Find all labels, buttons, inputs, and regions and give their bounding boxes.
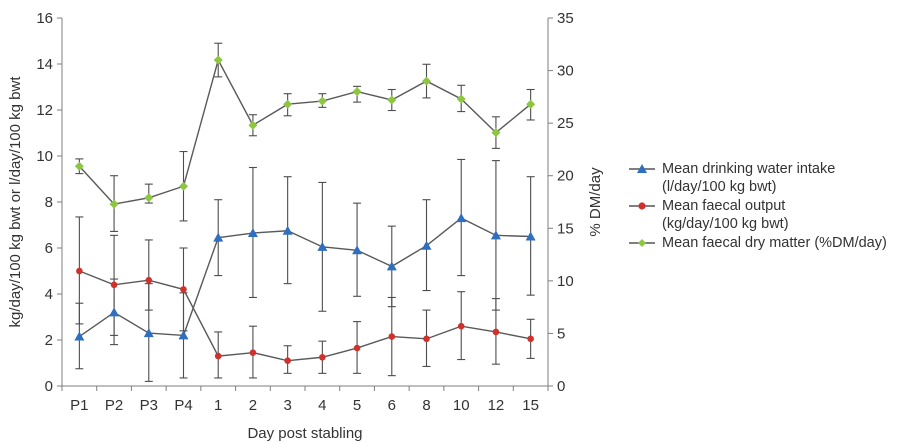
data-point xyxy=(284,357,291,365)
y-tick-label-left: 0 xyxy=(45,378,53,395)
data-point xyxy=(213,232,224,242)
x-tick-label: 10 xyxy=(453,397,470,414)
data-point xyxy=(74,331,85,341)
data-point xyxy=(282,225,293,235)
data-point xyxy=(109,307,120,317)
y-tick-label-right: 15 xyxy=(557,220,574,237)
data-point xyxy=(353,344,361,352)
y-tick-label-left: 4 xyxy=(45,286,53,303)
y-tick-label-left: 2 xyxy=(45,332,53,349)
diamond-marker-icon xyxy=(629,239,655,247)
x-tick-label: 12 xyxy=(488,397,505,414)
data-point xyxy=(388,333,396,340)
y-tick-label-right: 35 xyxy=(557,10,574,27)
circle-marker-icon xyxy=(629,202,655,210)
data-point xyxy=(317,96,327,106)
series-line xyxy=(78,217,531,338)
x-tick-label: 8 xyxy=(422,397,430,414)
x-tick-label: P4 xyxy=(174,397,192,414)
data-point xyxy=(352,87,362,97)
y-tick-label-right: 20 xyxy=(557,168,574,185)
data-point xyxy=(180,286,187,293)
data-point xyxy=(110,281,118,289)
series-markers xyxy=(74,55,536,365)
legend-item-faecal-output: Mean faecal output (kg/day/100 kg bwt) xyxy=(628,197,887,233)
x-tick-label: 4 xyxy=(318,397,326,414)
data-point xyxy=(213,55,223,65)
legend-label: Mean drinking water intake xyxy=(662,161,836,177)
y-tick-label-right: 5 xyxy=(557,325,565,342)
y-tick-label-left: 6 xyxy=(45,240,53,257)
data-point xyxy=(456,213,467,223)
legend-label-unit: (l/day/100 kg bwt) xyxy=(662,179,777,195)
x-tick-label: P3 xyxy=(140,397,158,414)
x-tick-label: P2 xyxy=(105,397,123,414)
y-axis-title-left: kg/day/100 kg bwt or l/day/100 kg bwt xyxy=(7,76,24,328)
data-point xyxy=(178,330,189,340)
data-point xyxy=(317,241,328,251)
y-tick-label-left: 16 xyxy=(36,10,53,27)
data-point xyxy=(422,76,431,86)
data-point xyxy=(527,335,534,343)
y-tick-label-left: 8 xyxy=(45,194,53,211)
data-point xyxy=(109,199,119,209)
x-axis-title: Day post stabling xyxy=(247,425,362,442)
x-tick-label: 1 xyxy=(214,397,222,414)
data-point xyxy=(249,349,257,356)
y-tick-label-right: 25 xyxy=(557,115,574,132)
legend: Mean drinking water intake (l/day/100 kg … xyxy=(628,160,887,253)
x-tick-label: 6 xyxy=(388,397,396,414)
series-lines xyxy=(78,58,532,362)
data-point xyxy=(74,161,84,171)
data-point xyxy=(492,328,500,336)
data-point xyxy=(248,120,258,130)
data-point xyxy=(387,95,397,105)
data-point xyxy=(423,335,430,343)
y-tick-label-left: 10 xyxy=(36,148,53,165)
x-tick-label: P1 xyxy=(70,397,88,414)
data-point xyxy=(352,245,363,255)
data-point xyxy=(214,352,222,360)
y-tick-label-left: 12 xyxy=(36,102,53,119)
data-point xyxy=(491,128,501,138)
x-tick-label: 15 xyxy=(522,397,539,414)
legend-item-faecal-dry-matter: Mean faecal dry matter (%DM/day) xyxy=(628,234,887,252)
data-point xyxy=(76,267,83,275)
series-line xyxy=(79,270,531,362)
legend-label: Mean faecal dry matter (%DM/day) xyxy=(662,235,887,251)
data-point xyxy=(490,230,501,240)
y-axis-title-right: % DM/day xyxy=(587,167,604,237)
data-point xyxy=(319,353,326,361)
y-tick-label-right: 0 xyxy=(557,378,565,395)
data-point xyxy=(283,99,293,109)
y-tick-label-right: 10 xyxy=(557,273,574,290)
data-point xyxy=(456,94,466,104)
data-point xyxy=(457,322,465,330)
data-point xyxy=(179,181,188,191)
data-point xyxy=(526,99,536,109)
data-point xyxy=(247,228,258,238)
x-tick-label: 5 xyxy=(353,397,361,414)
data-point xyxy=(421,240,432,250)
x-tick-label: 3 xyxy=(283,397,291,414)
data-point xyxy=(143,328,154,338)
series-line xyxy=(78,58,532,205)
data-point xyxy=(525,231,536,241)
data-point xyxy=(145,276,153,284)
x-tick-label: 2 xyxy=(249,397,257,414)
y-tick-label-right: 30 xyxy=(557,63,574,80)
legend-label-unit: (kg/day/100 kg bwt) xyxy=(662,216,789,232)
y-tick-label-left: 14 xyxy=(36,56,53,73)
data-point xyxy=(144,193,154,203)
legend-item-water-intake: Mean drinking water intake (l/day/100 kg … xyxy=(628,160,887,196)
triangle-marker-icon xyxy=(629,164,655,173)
data-point xyxy=(386,261,397,271)
legend-label: Mean faecal output xyxy=(662,198,786,214)
